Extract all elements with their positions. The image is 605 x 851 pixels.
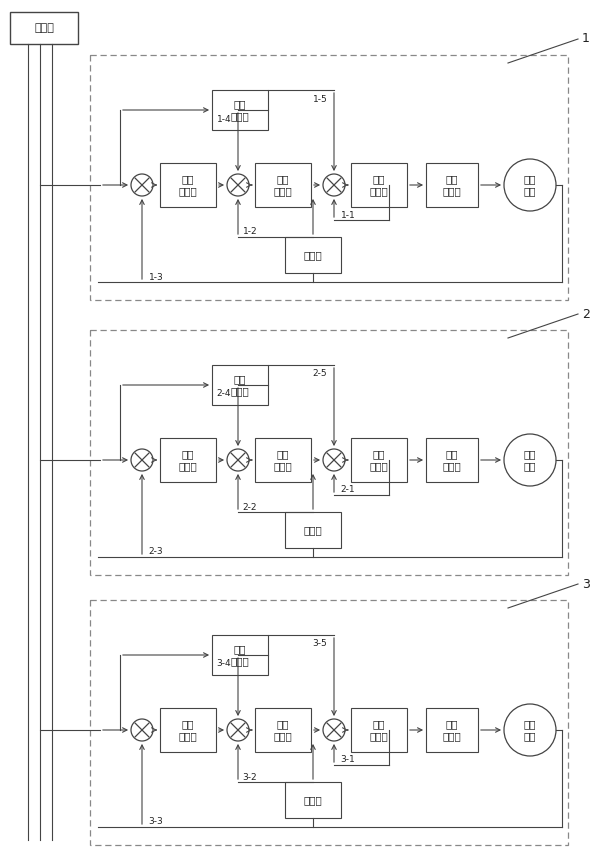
Bar [351, 708, 407, 752]
Text: 2-3: 2-3 [149, 547, 163, 557]
Bar [426, 163, 478, 207]
Text: 速度
控制器: 速度 控制器 [273, 449, 292, 471]
Text: 微分器: 微分器 [304, 525, 322, 535]
Text: 功率
驱动板: 功率 驱动板 [443, 174, 462, 196]
Text: 伺服
电机: 伺服 电机 [524, 449, 536, 471]
Text: 3-4: 3-4 [217, 660, 231, 669]
Text: 上位机: 上位机 [34, 23, 54, 33]
Bar [90, 55, 568, 300]
Text: 前馈
控制器: 前馈 控制器 [231, 374, 249, 396]
Text: 1-1: 1-1 [341, 210, 355, 220]
Bar [160, 163, 216, 207]
Bar [212, 635, 268, 675]
Text: 2-4: 2-4 [217, 390, 231, 398]
Bar [90, 330, 568, 575]
Text: 1-3: 1-3 [149, 272, 163, 282]
Text: 1-5: 1-5 [313, 94, 327, 104]
Text: 2-5: 2-5 [313, 369, 327, 379]
Text: 1-2: 1-2 [243, 227, 257, 237]
Text: 2: 2 [582, 307, 590, 321]
Text: 功率
驱动板: 功率 驱动板 [443, 449, 462, 471]
Text: 功率
驱动板: 功率 驱动板 [443, 719, 462, 741]
Text: 1-4: 1-4 [217, 115, 231, 123]
Bar [90, 600, 568, 845]
Text: 微分器: 微分器 [304, 795, 322, 805]
Text: 电流
控制器: 电流 控制器 [370, 719, 388, 741]
Bar [212, 365, 268, 405]
Text: 伺服
电机: 伺服 电机 [524, 174, 536, 196]
Text: 速度
控制器: 速度 控制器 [273, 174, 292, 196]
Bar [10, 12, 78, 44]
Text: 速度
控制器: 速度 控制器 [273, 719, 292, 741]
Bar [160, 438, 216, 482]
Bar [426, 708, 478, 752]
Bar [255, 708, 311, 752]
Bar [285, 782, 341, 818]
Bar [285, 512, 341, 548]
Text: 伺服
电机: 伺服 电机 [524, 719, 536, 741]
Bar [426, 438, 478, 482]
Text: 位置
控制器: 位置 控制器 [178, 449, 197, 471]
Text: 前馈
控制器: 前馈 控制器 [231, 644, 249, 665]
Text: 1: 1 [582, 32, 590, 45]
Text: 微分器: 微分器 [304, 250, 322, 260]
Bar [351, 438, 407, 482]
Bar [285, 237, 341, 273]
Bar [212, 90, 268, 130]
Bar [255, 163, 311, 207]
Bar [351, 163, 407, 207]
Text: 3-1: 3-1 [341, 756, 355, 764]
Bar [255, 438, 311, 482]
Text: 前馈
控制器: 前馈 控制器 [231, 100, 249, 121]
Text: 位置
控制器: 位置 控制器 [178, 174, 197, 196]
Text: 3-5: 3-5 [313, 639, 327, 648]
Text: 3-3: 3-3 [149, 818, 163, 826]
Text: 2-2: 2-2 [243, 502, 257, 511]
Text: 电流
控制器: 电流 控制器 [370, 449, 388, 471]
Text: 3-2: 3-2 [243, 773, 257, 781]
Text: 2-1: 2-1 [341, 486, 355, 494]
Text: 位置
控制器: 位置 控制器 [178, 719, 197, 741]
Text: 3: 3 [582, 578, 590, 591]
Text: 电流
控制器: 电流 控制器 [370, 174, 388, 196]
Bar [160, 708, 216, 752]
